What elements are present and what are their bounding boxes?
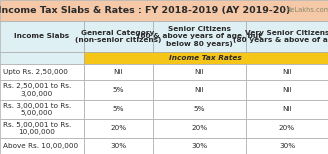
Bar (84, 52, 328, 64)
Text: 20%: 20% (279, 126, 295, 132)
Bar (84, 100, 153, 119)
Text: Nil: Nil (282, 87, 292, 93)
Bar (0, 52, 84, 64)
Text: ReLakhs.com: ReLakhs.com (286, 7, 328, 13)
Bar (153, 119, 246, 138)
Bar (0, 64, 84, 80)
Bar (246, 138, 328, 154)
Text: Rs. 5,00,001 to Rs.
10,00,000: Rs. 5,00,001 to Rs. 10,00,000 (3, 122, 71, 135)
Bar (246, 119, 328, 138)
Text: Above Rs. 10,00,000: Above Rs. 10,00,000 (3, 143, 78, 149)
Bar (84, 21, 153, 52)
Bar (0, 0, 328, 21)
Bar (153, 100, 246, 119)
Bar (153, 138, 246, 154)
Bar (84, 138, 153, 154)
Text: 30%: 30% (191, 143, 207, 149)
Bar (246, 64, 328, 80)
Bar (246, 80, 328, 100)
Bar (0, 138, 84, 154)
Text: Income Tax Slabs & Rates : FY 2018-2019 (AY 2019-20): Income Tax Slabs & Rates : FY 2018-2019 … (0, 6, 291, 15)
Text: Income Slabs: Income Slabs (14, 33, 70, 39)
Text: Upto Rs. 2,50,000: Upto Rs. 2,50,000 (3, 69, 68, 75)
Bar (153, 21, 246, 52)
Text: General Category
(non-senior citizens): General Category (non-senior citizens) (75, 30, 161, 43)
Bar (0, 80, 84, 100)
Bar (0, 119, 84, 138)
Bar (84, 119, 153, 138)
Text: 20%: 20% (110, 126, 126, 132)
Text: Nil: Nil (282, 106, 292, 112)
Text: Nil: Nil (113, 69, 123, 75)
Text: 5%: 5% (194, 106, 205, 112)
Text: Nil: Nil (195, 87, 204, 93)
Text: Nil: Nil (282, 69, 292, 75)
Text: 5%: 5% (112, 106, 124, 112)
Bar (153, 64, 246, 80)
Text: Nil: Nil (195, 69, 204, 75)
Text: 30%: 30% (279, 143, 295, 149)
Text: Rs. 3,00,001 to Rs.
5,00,000: Rs. 3,00,001 to Rs. 5,00,000 (3, 103, 71, 116)
Text: Income Tax Rates: Income Tax Rates (170, 55, 242, 61)
Bar (0, 21, 84, 52)
Text: Very Senior Citizens
(80 years & above of age): Very Senior Citizens (80 years & above o… (233, 30, 328, 43)
Text: Rs. 2,50,001 to Rs.
3,00,000: Rs. 2,50,001 to Rs. 3,00,000 (3, 83, 71, 97)
Text: 5%: 5% (112, 87, 124, 93)
Bar (153, 80, 246, 100)
Text: Senior Citizens
(60 & above years of age, but
below 80 years): Senior Citizens (60 & above years of age… (137, 26, 262, 47)
Text: 20%: 20% (191, 126, 207, 132)
Bar (0, 100, 84, 119)
Bar (84, 64, 153, 80)
Bar (246, 21, 328, 52)
Bar (246, 100, 328, 119)
Bar (84, 80, 153, 100)
Text: 30%: 30% (110, 143, 126, 149)
